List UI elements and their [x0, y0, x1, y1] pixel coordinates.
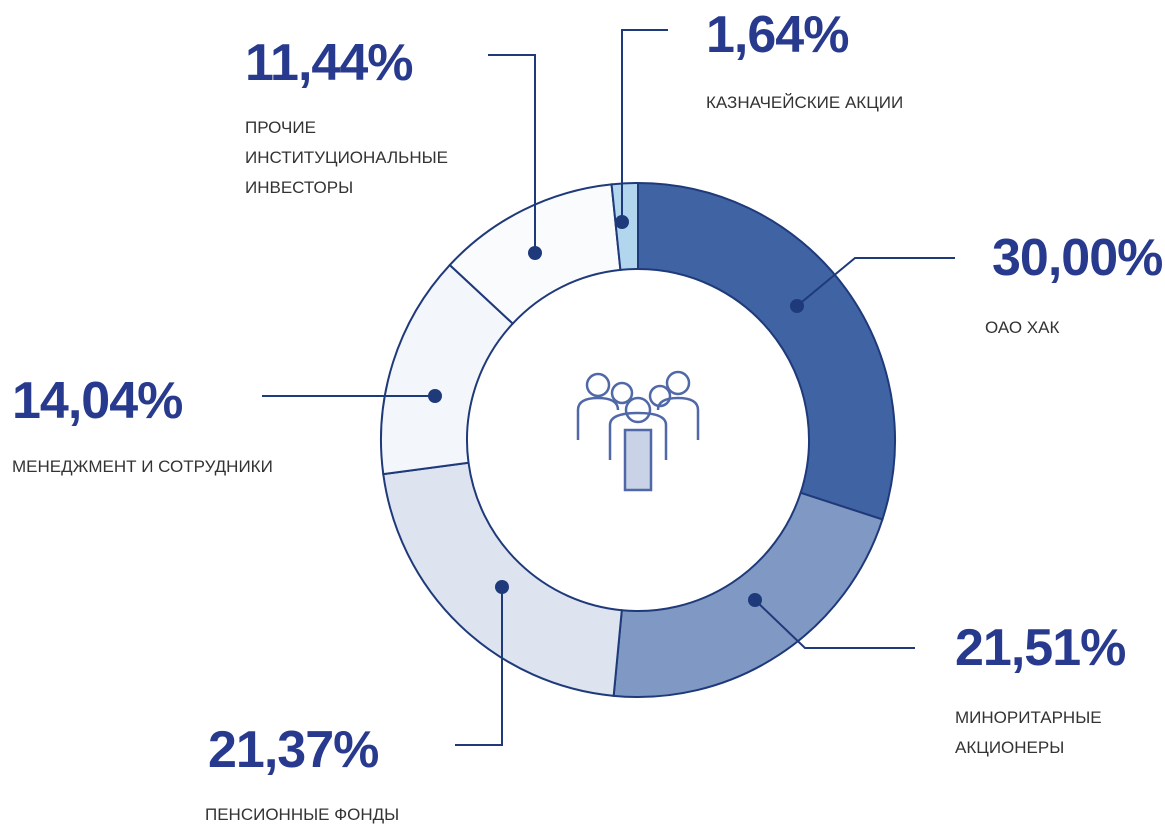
center-icon — [576, 370, 700, 492]
value-label: 21,37% — [208, 721, 379, 779]
value-label: 1,64% — [706, 6, 849, 64]
value-label: 14,04% — [12, 372, 183, 430]
value-label: 21,51% — [955, 619, 1126, 677]
leader-dot — [528, 246, 542, 260]
donut-segment — [637, 181, 896, 521]
leader-line — [796, 257, 955, 307]
category-label: ПЕНСИОННЫЕ ФОНДЫ — [205, 805, 400, 824]
leader-line — [754, 599, 915, 649]
leader-line — [488, 54, 536, 253]
leader-dot — [428, 389, 442, 403]
category-label: ОАО ХАК — [985, 318, 1060, 337]
category-label: КАЗНАЧЕЙСКИЕ АКЦИИ — [706, 93, 904, 112]
donut-segment — [612, 491, 884, 698]
value-label: 11,44% — [245, 34, 413, 92]
category-label: МЕНЕДЖМЕНТ И СОТРУДНИКИ — [12, 457, 273, 476]
leader-dot — [615, 215, 629, 229]
value-label: 30,00% — [992, 229, 1163, 287]
category-label: ПРОЧИЕ ИНСТИТУЦИОНАЛЬНЫЕ ИНВЕСТОРЫ — [245, 118, 448, 197]
leader-line — [455, 587, 503, 746]
leader-dot — [495, 580, 509, 594]
leader-dot — [748, 593, 762, 607]
category-label: МИНОРИТАРНЫЕ АКЦИОНЕРЫ — [955, 708, 1102, 757]
leader-dot — [790, 299, 804, 313]
leader-line — [621, 29, 668, 222]
